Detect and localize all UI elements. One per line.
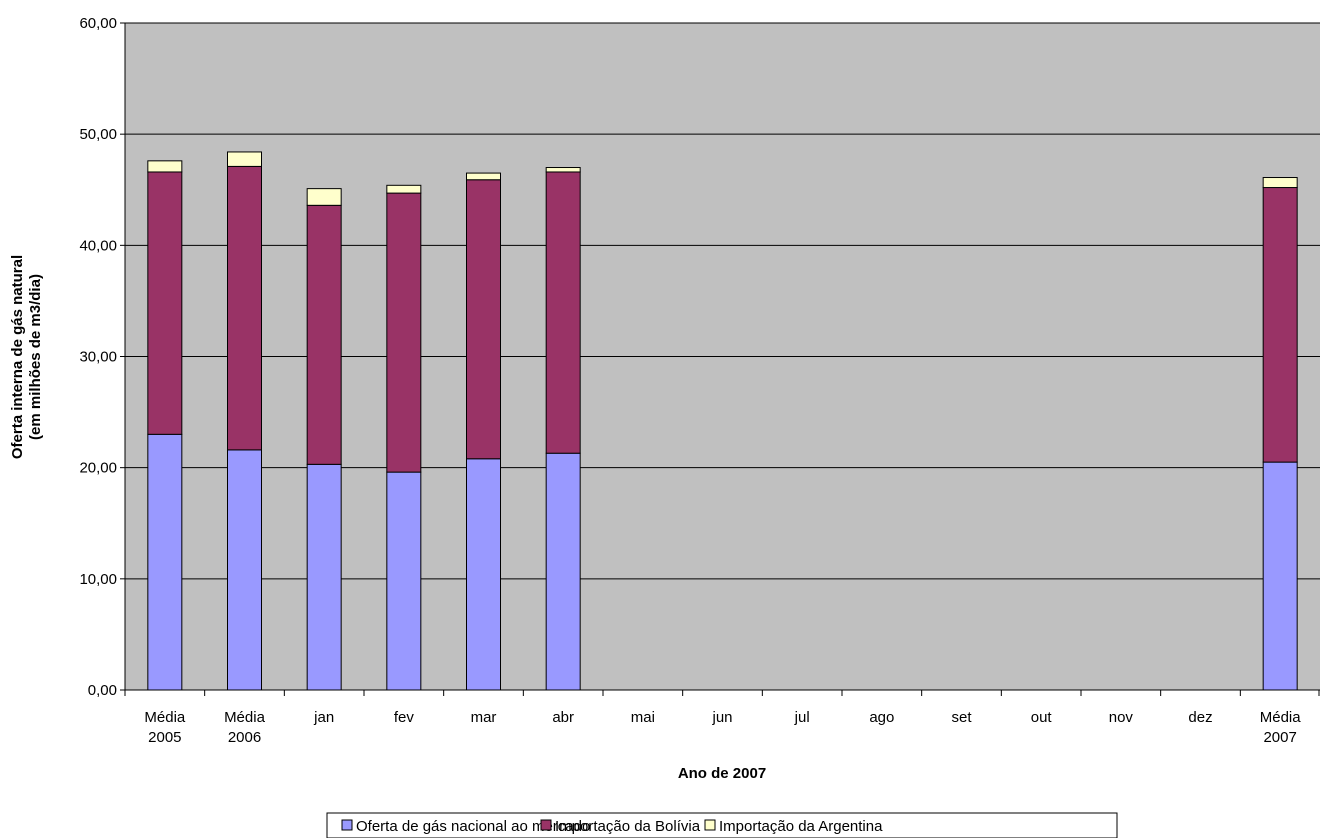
bar-segment-series-2 [466, 179, 501, 460]
bar-segment-series-2 [386, 192, 422, 473]
bar-segment-series-2 [306, 204, 342, 465]
x-tick-label: mar [471, 709, 497, 726]
x-axis-title: Ano de 2007 [678, 765, 766, 782]
y-tick-label: 0,00 [88, 682, 117, 699]
y-axis-title-line-1: Oferta interna de gás natural [9, 255, 26, 459]
legend-label: Oferta de gás nacional ao mercado [356, 818, 590, 835]
legend-swatch [704, 819, 716, 831]
x-tick-label: jul [794, 709, 810, 726]
legend-label: Importação da Argentina [719, 818, 883, 835]
x-tick-label: nov [1109, 709, 1134, 726]
legend-box [326, 812, 1118, 838]
y-tick-label: 50,00 [79, 126, 117, 143]
y-axis-title: Oferta interna de gás natural (em milhõe… [9, 255, 44, 459]
y-tick-labels: 0,00 10,00 20,00 30,00 40,00 50,00 60,00 [79, 15, 117, 699]
x-tick-label: set [951, 709, 972, 726]
x-tick-label: Média 2005 [144, 709, 186, 746]
bar-segment-series-3 [147, 160, 183, 173]
bar-segment-series-3 [306, 188, 342, 206]
x-tick-label: dez [1188, 709, 1212, 726]
x-tick-label: jun [711, 709, 732, 726]
y-tick-label: 30,00 [79, 349, 117, 366]
x-tick-label: out [1031, 709, 1053, 726]
bar-segment-series-3 [545, 167, 581, 173]
bar-segment-series-3 [466, 172, 501, 181]
x-tick-label: Média 2007 [1260, 709, 1302, 746]
bar-segment-series-2 [227, 165, 262, 451]
y-tick-label: 10,00 [79, 571, 117, 588]
x-tick-label: jan [313, 709, 334, 726]
bar-segment-series-3 [1262, 177, 1298, 189]
bar-segment-series-1 [386, 471, 422, 691]
x-tick-label: abr [552, 709, 574, 726]
bar-segment-series-1 [227, 449, 262, 691]
bar-segment-series-1 [1262, 461, 1298, 691]
legend-swatch [540, 819, 552, 831]
bar-segment-series-1 [147, 433, 183, 691]
x-tick-label: Média 2006 [224, 709, 266, 746]
bar-segment-series-1 [545, 452, 581, 691]
bar-segment-series-3 [227, 151, 262, 167]
bar-segment-series-1 [306, 463, 342, 691]
x-tick-labels: Média 2005 Média 2006 jan fev mar abr mai jun jul a… [144, 709, 1301, 746]
x-tick-label: mai [631, 709, 655, 726]
bar-segment-series-2 [147, 171, 183, 435]
bar-segment-series-2 [1262, 187, 1298, 463]
x-tick-label: fev [394, 709, 415, 726]
y-tick-label: 20,00 [79, 460, 117, 477]
y-tick-label: 60,00 [79, 15, 117, 32]
legend-label: Importação da Bolívia [555, 818, 701, 835]
bars [147, 151, 1298, 691]
bar-segment-series-2 [545, 171, 581, 454]
legend-swatch [341, 819, 353, 831]
legend: Oferta de gás nacional ao mercadoImporta… [326, 812, 1118, 838]
x-tick-label: ago [869, 709, 894, 726]
y-axis-title-line-2: (em milhões de m3/dia) [27, 274, 44, 440]
axes [124, 23, 1320, 696]
bar-segment-series-1 [466, 458, 501, 691]
bar-segment-series-3 [386, 184, 422, 194]
y-tick-label: 40,00 [79, 237, 117, 254]
